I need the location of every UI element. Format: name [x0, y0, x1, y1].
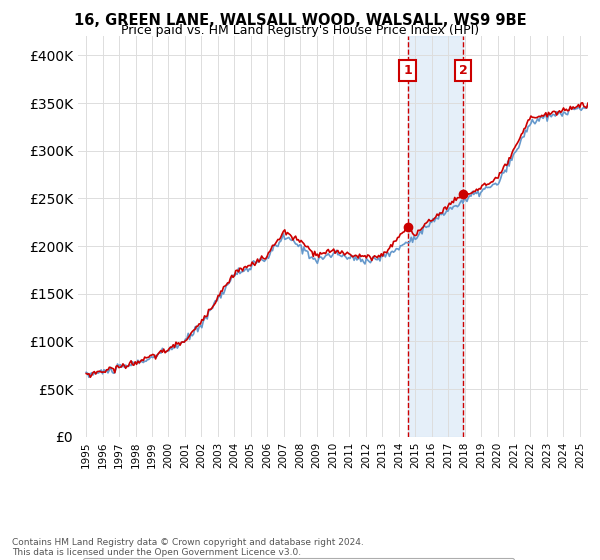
Text: Contains HM Land Registry data © Crown copyright and database right 2024.
This d: Contains HM Land Registry data © Crown c…	[12, 538, 364, 557]
Text: 16, GREEN LANE, WALSALL WOOD, WALSALL, WS9 9BE: 16, GREEN LANE, WALSALL WOOD, WALSALL, W…	[74, 13, 526, 28]
Text: Price paid vs. HM Land Registry's House Price Index (HPI): Price paid vs. HM Land Registry's House …	[121, 24, 479, 37]
Text: 2: 2	[458, 64, 467, 77]
Text: 1: 1	[403, 64, 412, 77]
Bar	[407, 36, 463, 437]
Legend: 16, GREEN LANE, WALSALL WOOD, WALSALL, WS9 9BE (detached house), HPI: Average pr: 16, GREEN LANE, WALSALL WOOD, WALSALL, W…	[83, 558, 514, 560]
